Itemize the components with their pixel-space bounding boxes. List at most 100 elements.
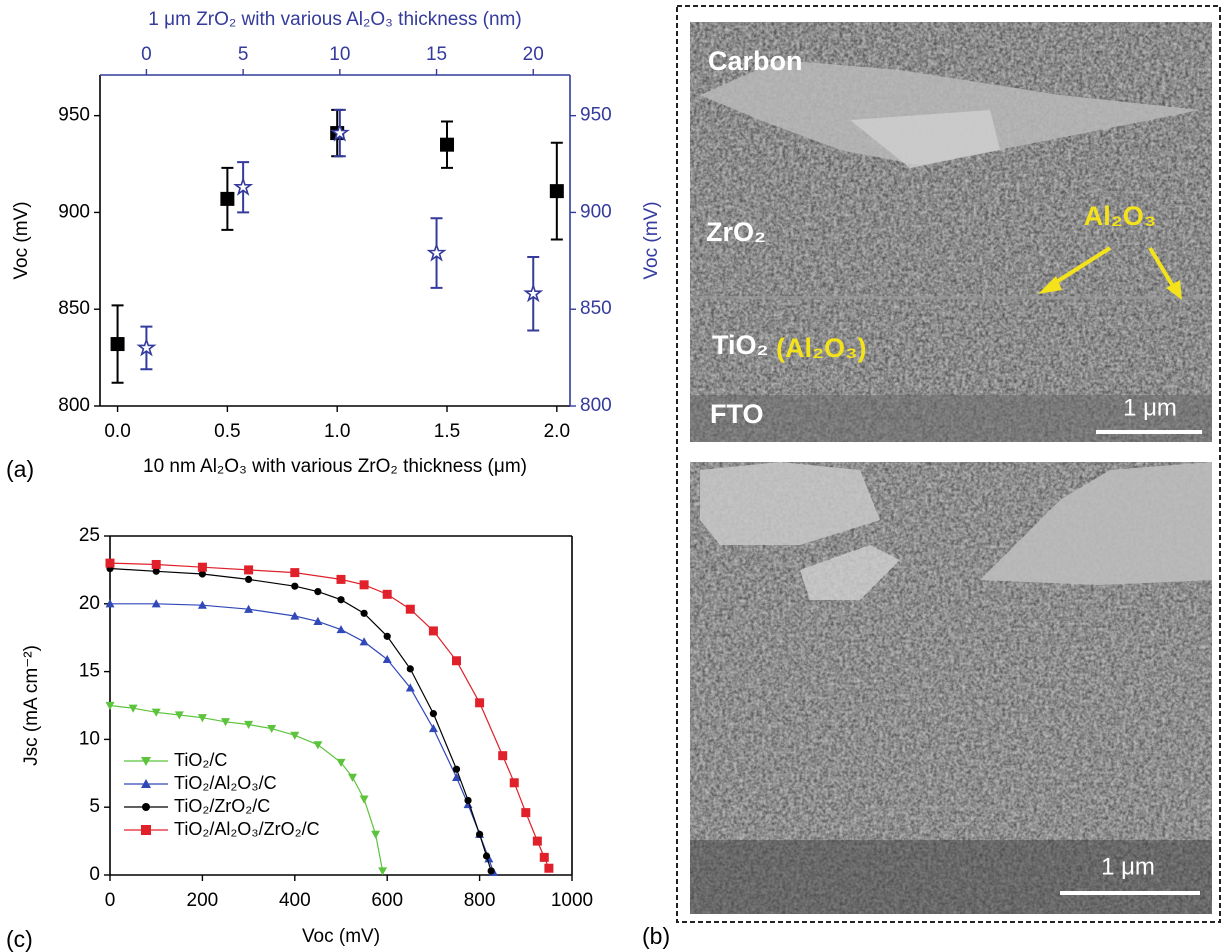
marker (221, 718, 230, 727)
marker (359, 637, 369, 646)
x-tick-label: 1000 (551, 890, 593, 911)
x2-axis-label: 1 μm ZrO₂ with various Al₂O₃ thickness (… (148, 9, 521, 30)
legend-label: TiO₂/ZrO₂/C (174, 796, 270, 816)
layer-label: Al₂O₃ (1084, 201, 1156, 231)
x-tick-label: 0 (105, 890, 116, 911)
y-tick-label: 950 (58, 105, 90, 126)
panel-label: (c) (6, 926, 33, 952)
x-tick-label: 600 (371, 890, 403, 911)
y-tick-label: 25 (79, 525, 100, 546)
marker (359, 795, 369, 804)
chart-panel: 0 200 400 600 800 1000 0 5 10 15 20 25 Voc (mV) Jsc (… (6, 525, 593, 952)
marker (151, 559, 161, 569)
marker (544, 863, 554, 873)
marker (405, 683, 415, 692)
marker (523, 283, 544, 303)
marker (336, 758, 346, 767)
legend-label: TiO₂/Al₂O₃/C (174, 773, 277, 793)
y-tick-label: 20 (79, 593, 100, 614)
y-tick-label: 900 (58, 201, 90, 222)
legend-marker (141, 779, 151, 788)
legend-label: TiO₂/C (174, 750, 227, 770)
y-tick-label: 800 (58, 395, 90, 416)
x-tick-label: 0.5 (214, 421, 240, 442)
marker (244, 565, 254, 575)
series-line (109, 562, 550, 869)
marker (105, 558, 115, 568)
marker (476, 830, 484, 838)
marker (151, 599, 161, 608)
y-tick-label: 5 (89, 796, 100, 817)
marker (509, 778, 519, 788)
marker (198, 570, 206, 578)
marker (383, 632, 391, 640)
marker (452, 656, 461, 666)
marker (378, 867, 388, 876)
marker (313, 616, 323, 626)
x2-tick-label: 0 (141, 44, 152, 65)
legend-marker (141, 825, 151, 835)
marker (197, 714, 207, 723)
arrows (1038, 246, 1182, 300)
marker (337, 596, 345, 604)
marker (233, 176, 254, 196)
marker (405, 604, 415, 614)
marker (197, 562, 207, 572)
series-line (110, 603, 495, 873)
y-tick-label: 0 (89, 864, 100, 885)
panel-label: (a) (6, 456, 34, 482)
marker (464, 796, 472, 805)
marker (440, 137, 455, 152)
marker (290, 611, 300, 620)
y-tick-label: 10 (79, 728, 100, 749)
marker (426, 242, 447, 262)
x-tick-label: 1.5 (434, 421, 460, 442)
x-tick-label: 0.0 (104, 421, 130, 442)
marker (482, 852, 491, 860)
marker (382, 589, 392, 599)
x2-tick-label: 15 (426, 44, 447, 65)
marker (152, 567, 160, 575)
marker (128, 704, 138, 713)
marker (521, 808, 531, 818)
marker (151, 708, 161, 717)
layer-label: ZrO₂ (706, 217, 766, 247)
y-tick-label: 850 (58, 298, 90, 319)
x2-tick-label: 10 (329, 44, 350, 65)
legend-label: TiO₂/Al₂O₃/ZrO₂/C (174, 819, 320, 839)
layer-label: (Al₂O₃) (776, 333, 866, 363)
panel-frame (676, 5, 1221, 923)
scale-label: 1 μm (1123, 394, 1177, 421)
marker (291, 582, 299, 590)
marker (110, 337, 125, 352)
marker (371, 830, 381, 839)
marker (105, 599, 115, 608)
panel-label: (b) (642, 923, 670, 949)
micrograph-panel: Carbon ZrO₂ Al₂O₃ TiO₂ (Al₂O₃) FTO 1 μm … (642, 5, 1221, 949)
marker (475, 698, 485, 708)
marker (498, 751, 508, 761)
y2-tick-label: 950 (580, 105, 612, 126)
chart-panel: 0.0 0.5 1.0 1.5 2.0 800 850 900 950 0 5 10 15 201 μm … (6, 9, 662, 482)
marker (359, 580, 369, 590)
series-line (109, 567, 492, 872)
marker (136, 337, 157, 357)
marker (313, 741, 323, 750)
marker (452, 765, 461, 773)
x-tick-label: 400 (279, 890, 311, 911)
x2-tick-label: 20 (523, 44, 544, 65)
sem-image-bottom (690, 462, 1212, 914)
marker (290, 731, 300, 740)
layer-label: TiO₂ (712, 330, 769, 360)
marker (406, 665, 414, 673)
marker (452, 772, 461, 781)
marker (244, 604, 254, 613)
y2-tick-label: 850 (580, 298, 612, 319)
layer-label: Carbon (708, 46, 803, 76)
marker (290, 568, 300, 578)
marker (429, 710, 437, 718)
marker (382, 654, 392, 663)
marker (174, 711, 184, 720)
marker (428, 626, 438, 636)
marker (336, 574, 346, 584)
